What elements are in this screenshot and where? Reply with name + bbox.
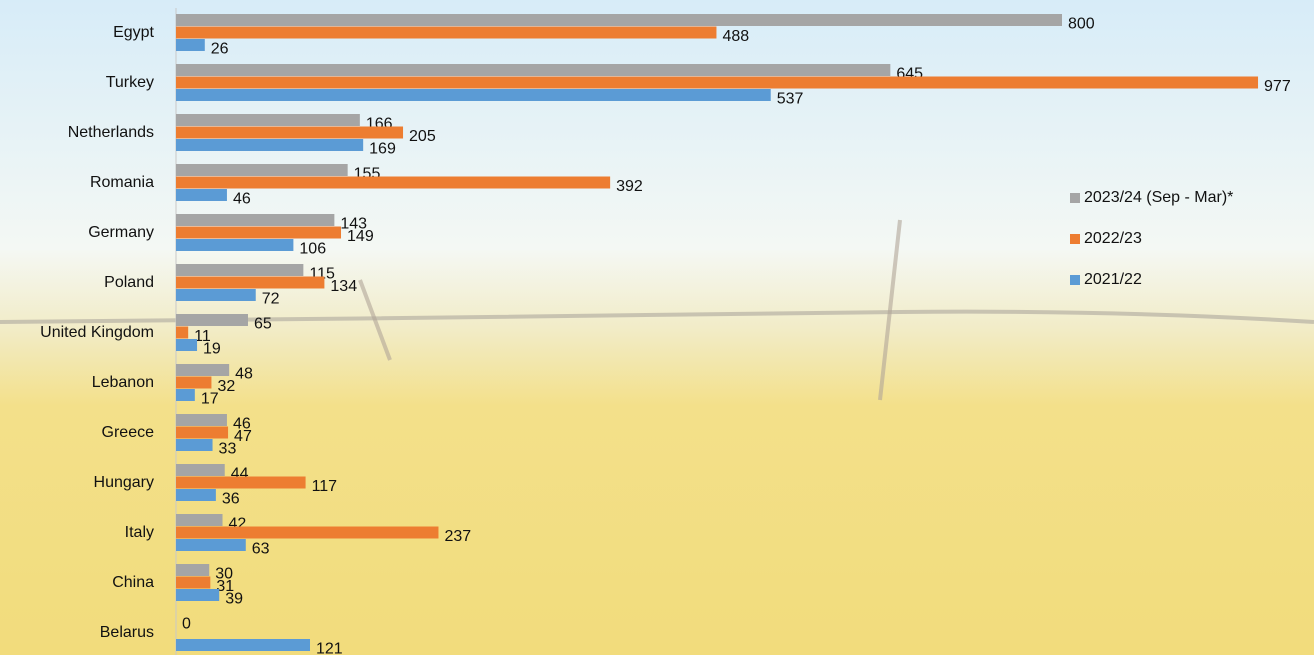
- bar: [176, 576, 211, 589]
- y-tick-label: Lebanon: [92, 374, 154, 391]
- bar: [176, 364, 230, 376]
- bar: [176, 376, 212, 389]
- bar: [176, 589, 220, 601]
- data-label: 48: [235, 365, 253, 382]
- legend-swatch: [1070, 234, 1080, 244]
- data-label: 47: [234, 428, 252, 445]
- bar: [176, 514, 223, 526]
- data-label: 205: [409, 128, 436, 145]
- y-tick-label: Greece: [102, 424, 155, 441]
- data-label: 977: [1264, 78, 1291, 95]
- bar: [176, 476, 306, 489]
- bar: [176, 414, 227, 426]
- bar: [176, 76, 1259, 89]
- wire-barb: [358, 219, 902, 401]
- data-label: 121: [316, 640, 343, 655]
- bar: [176, 339, 198, 351]
- bar: [176, 439, 213, 451]
- bar: [176, 39, 205, 51]
- data-label: 36: [222, 490, 240, 507]
- data-label: 117: [312, 478, 338, 495]
- y-tick-label: Italy: [125, 524, 154, 541]
- y-tick-label: Poland: [104, 274, 154, 291]
- y-tick-label: Netherlands: [68, 124, 154, 141]
- data-label: 169: [369, 140, 396, 157]
- data-label: 392: [616, 178, 643, 195]
- bar: [176, 389, 195, 401]
- legend-label: 2022/23: [1084, 230, 1142, 247]
- bar: [176, 239, 294, 251]
- bar: [176, 164, 348, 176]
- data-label: 537: [777, 90, 804, 107]
- bar: [176, 426, 229, 439]
- data-label: 0: [182, 615, 191, 632]
- y-tick-label: Hungary: [94, 474, 154, 491]
- bar: [176, 139, 364, 151]
- bar: [176, 489, 216, 501]
- y-tick-label: United Kingdom: [40, 324, 154, 341]
- y-tick-label: Egypt: [113, 24, 154, 41]
- data-label: 17: [201, 390, 219, 407]
- data-label: 46: [233, 190, 251, 207]
- y-tick-label: Romania: [90, 174, 154, 191]
- data-label: 149: [347, 228, 374, 245]
- bar: [176, 639, 311, 651]
- y-tick-label: Turkey: [106, 74, 154, 91]
- data-label: 19: [203, 340, 221, 357]
- bar: [176, 464, 225, 476]
- bar: [176, 526, 439, 539]
- bar: [176, 264, 304, 276]
- data-label: 26: [211, 40, 229, 57]
- data-label: 237: [444, 528, 471, 545]
- data-label: 11: [194, 328, 211, 345]
- data-label: 31: [216, 578, 234, 595]
- data-label: 65: [254, 315, 272, 332]
- data-label: 134: [330, 278, 357, 295]
- y-tick-label: China: [112, 574, 154, 591]
- legend-label: 2023/24 (Sep - Mar)*: [1084, 189, 1233, 206]
- data-label: 72: [262, 290, 280, 307]
- bar: [176, 26, 717, 39]
- bar: [176, 276, 325, 289]
- data-label: 63: [252, 540, 270, 557]
- bar: [176, 226, 342, 239]
- data-label: 488: [722, 28, 749, 45]
- legend-swatch: [1070, 275, 1080, 285]
- data-label: 39: [225, 590, 243, 607]
- bar: [176, 189, 227, 201]
- data-label: 46: [233, 415, 251, 432]
- data-label: 800: [1068, 15, 1095, 32]
- y-tick-label: Germany: [88, 224, 154, 241]
- legend-label: 2021/22: [1084, 271, 1142, 288]
- bar: [176, 64, 891, 76]
- bar: [176, 89, 771, 101]
- y-tick-label: Belarus: [100, 624, 154, 641]
- data-label: 30: [215, 565, 233, 582]
- data-label: 32: [217, 378, 235, 395]
- bar: [176, 176, 611, 189]
- bar: [176, 126, 404, 139]
- data-label: 106: [299, 240, 326, 257]
- bar: [176, 314, 248, 326]
- bar: [176, 326, 189, 339]
- data-label: 33: [219, 440, 237, 457]
- bar: [176, 114, 360, 126]
- bar: [176, 564, 210, 576]
- bar: [176, 214, 335, 226]
- bar: [176, 289, 256, 301]
- bar: [176, 539, 246, 551]
- data-label: 143: [340, 215, 367, 232]
- legend-swatch: [1070, 193, 1080, 203]
- bar: [176, 14, 1062, 26]
